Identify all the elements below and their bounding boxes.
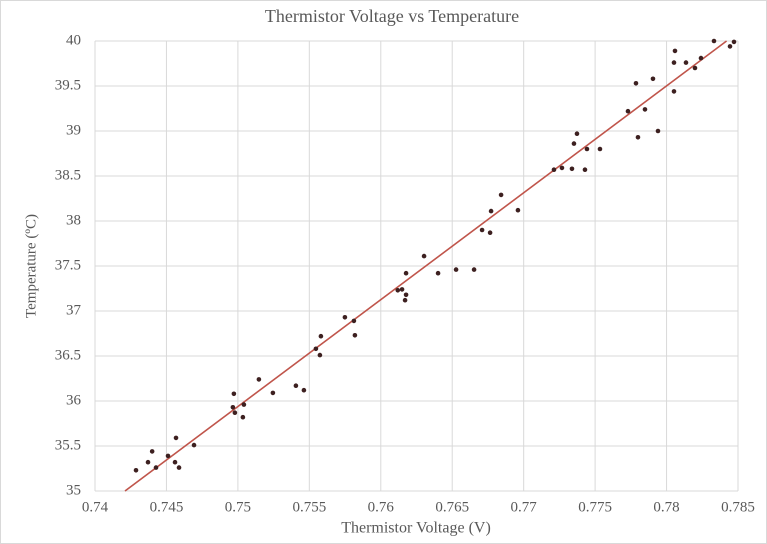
data-point: [655, 128, 661, 134]
data-point: [317, 352, 323, 358]
x-tick-label: 0.775: [578, 499, 612, 515]
y-tick-label: 38.5: [55, 167, 81, 183]
x-tick-label: 0.755: [292, 499, 326, 515]
data-point: [582, 167, 588, 172]
data-point: [683, 60, 689, 65]
data-point: [145, 459, 151, 465]
data-point: [395, 288, 401, 293]
data-point: [399, 287, 405, 292]
data-point: [515, 207, 521, 213]
y-tick-label: 37: [66, 302, 82, 318]
data-point: [650, 76, 656, 82]
data-point: [240, 414, 246, 420]
data-point: [231, 391, 237, 397]
data-point: [559, 165, 565, 171]
y-tick-label: 35: [66, 482, 81, 498]
chart-title: Thermistor Voltage vs Temperature: [265, 6, 519, 26]
data-point: [318, 333, 324, 339]
y-tick-label: 35.5: [55, 437, 81, 453]
data-point: [487, 230, 493, 235]
data-point: [731, 39, 737, 45]
data-point: [488, 208, 494, 214]
data-point: [727, 44, 733, 49]
data-point: [342, 315, 348, 320]
data-point: [471, 267, 477, 272]
y-tick-label: 36.5: [55, 347, 81, 363]
data-point: [498, 192, 504, 198]
x-tick-label: 0.74: [82, 499, 109, 515]
data-point: [698, 55, 704, 61]
y-axis-label: Temperature (ºC): [23, 214, 39, 318]
data-point: [574, 131, 580, 136]
data-point: [165, 453, 171, 459]
y-tick-label: 36: [66, 392, 82, 408]
data-point: [403, 292, 409, 298]
data-point: [176, 465, 182, 470]
data-point: [172, 459, 178, 465]
data-point: [301, 387, 307, 393]
data-point: [232, 410, 238, 416]
data-point: [293, 383, 299, 389]
data-point: [256, 377, 262, 382]
data-point: [711, 38, 717, 44]
data-point: [671, 60, 677, 65]
trendline: [124, 40, 728, 492]
data-point: [313, 346, 319, 352]
data-point: [173, 435, 179, 441]
data-point: [153, 465, 159, 470]
data-point: [633, 81, 639, 86]
data-point: [569, 166, 575, 172]
data-point: [551, 167, 557, 172]
y-tick-label: 40: [66, 32, 81, 48]
data-point: [671, 89, 677, 94]
data-point: [642, 107, 648, 112]
data-point: [421, 253, 427, 259]
data-point: [435, 270, 441, 276]
data-point: [191, 442, 197, 448]
data-point: [149, 449, 155, 454]
data-point: [241, 402, 247, 407]
data-point: [672, 48, 678, 54]
data-point: [402, 297, 408, 303]
x-tick-label: 0.77: [511, 499, 538, 515]
x-axis-label: Thermistor Voltage (V): [341, 520, 491, 537]
x-tick-label: 0.765: [435, 499, 469, 515]
data-point: [133, 468, 139, 473]
y-tick-label: 39.5: [55, 77, 81, 93]
y-tick-label: 38: [66, 212, 81, 228]
data-point: [584, 146, 590, 152]
data-point: [635, 135, 641, 140]
data-point: [625, 108, 631, 114]
data-point: [270, 390, 276, 396]
y-tick-label: 39: [66, 122, 81, 138]
data-point: [230, 405, 236, 410]
data-point: [352, 333, 358, 338]
data-point: [453, 267, 459, 272]
x-tick-label: 0.78: [653, 499, 679, 515]
x-tick-label: 0.745: [150, 499, 184, 515]
data-point: [351, 318, 357, 324]
data-point: [479, 227, 485, 233]
y-tick-label: 37.5: [55, 257, 81, 273]
x-tick-label: 0.75: [225, 499, 251, 515]
data-point: [597, 146, 603, 152]
x-tick-label: 0.76: [368, 499, 395, 515]
data-point: [403, 270, 409, 276]
x-tick-label: 0.785: [721, 499, 755, 515]
data-point: [692, 65, 698, 71]
data-point: [571, 141, 577, 146]
